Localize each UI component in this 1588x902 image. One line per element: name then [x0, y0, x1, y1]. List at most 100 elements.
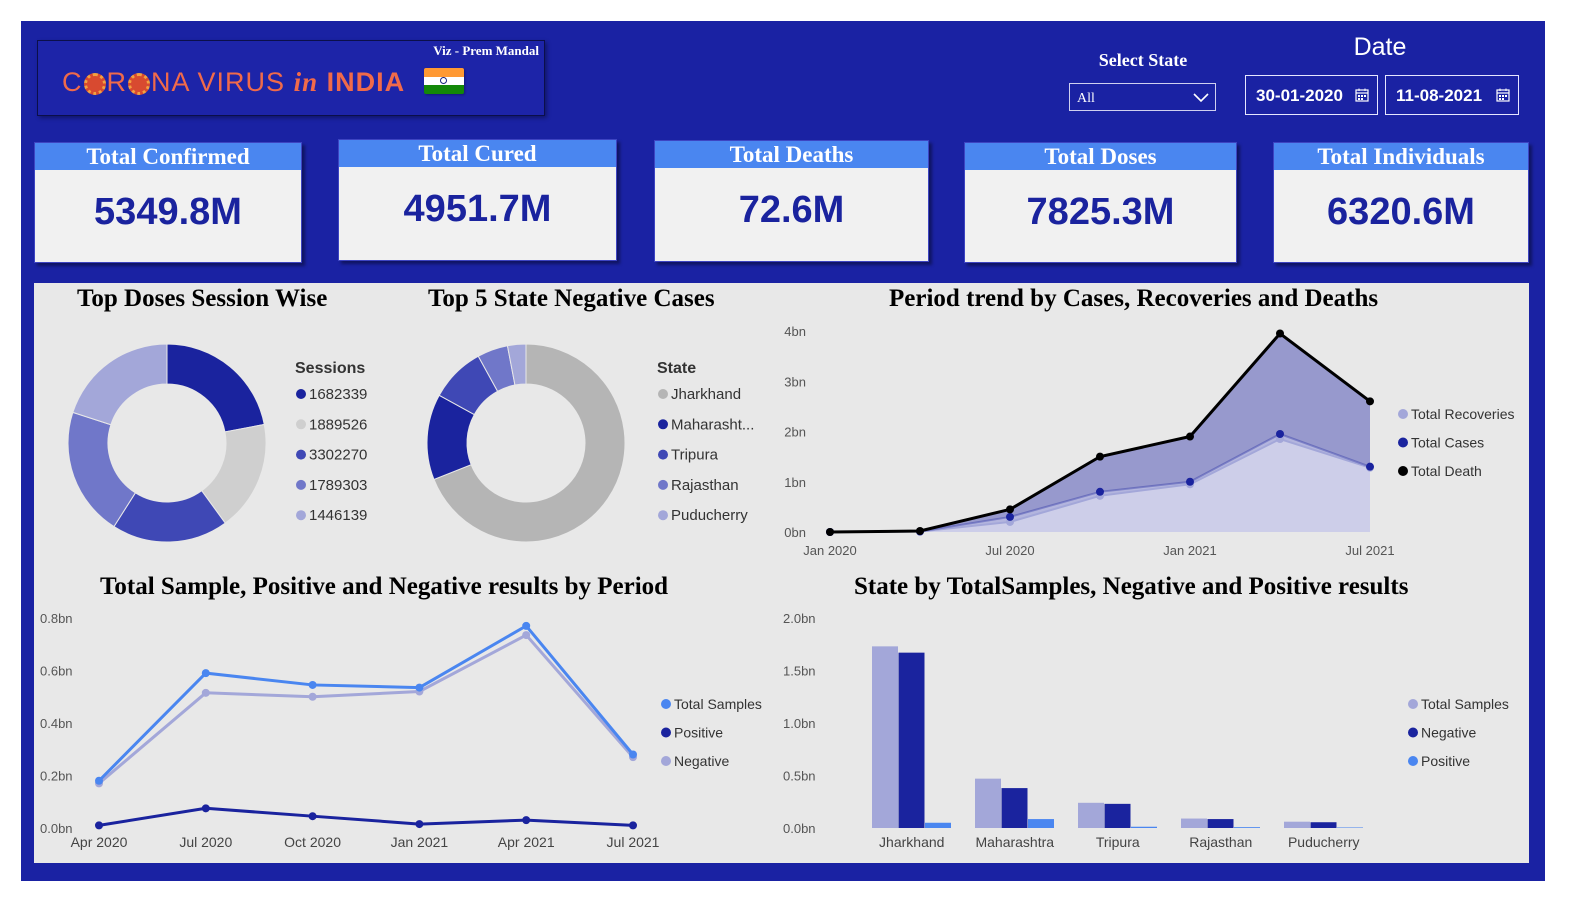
legend-label: 1682339	[309, 386, 367, 403]
trend-chart-title: Period trend by Cases, Recoveries and De…	[889, 285, 1379, 312]
data-point	[201, 688, 210, 697]
bar	[1104, 803, 1131, 828]
y-tick-label: 0.0bn	[783, 821, 816, 836]
y-tick-label: 0.4bn	[40, 716, 73, 731]
y-tick-label: 0.0bn	[40, 821, 73, 836]
bar	[1207, 819, 1234, 828]
y-tick-label: 2.0bn	[783, 611, 816, 626]
legend-label: 3302270	[309, 447, 367, 464]
legend-label: 1446139	[309, 507, 367, 524]
x-tick-label: Jul 2021	[607, 834, 660, 850]
india-flag-icon	[423, 67, 464, 94]
kpi-total-doses: Total Doses 7825.3M	[964, 142, 1237, 263]
bar	[1337, 827, 1363, 828]
data-point	[1276, 329, 1284, 338]
legend-label: Total Recoveries	[1411, 406, 1515, 422]
data-point	[522, 621, 531, 630]
bar	[1131, 826, 1157, 828]
legend-marker	[661, 727, 671, 738]
legend-label: Total Samples	[674, 696, 762, 712]
data-point	[1006, 505, 1014, 514]
date-from-input[interactable]: 30-01-2020	[1245, 75, 1378, 115]
state-bars-chart-title: State by TotalSamples, Negative and Posi…	[854, 573, 1409, 600]
donut-slice	[433, 343, 626, 543]
kpi-value: 4951.7M	[403, 188, 552, 230]
legend-label: Maharasht...	[671, 416, 754, 433]
doses-legend-title: Sessions	[295, 360, 366, 377]
data-point	[308, 812, 317, 821]
legend-marker	[658, 510, 668, 521]
data-point	[415, 820, 424, 829]
legend-label: 1789303	[309, 477, 367, 494]
bar	[1181, 818, 1207, 828]
data-point	[1096, 487, 1104, 496]
legend-label: Puducherry	[671, 507, 748, 524]
legend-label: Total Death	[1411, 463, 1482, 479]
legend-label: 1889526	[309, 416, 367, 433]
y-tick-label: 1bn	[784, 475, 806, 490]
legend-marker	[661, 756, 671, 766]
legend-marker	[296, 389, 306, 399]
kpi-total-cured: Total Cured 4951.7M	[338, 139, 617, 261]
data-point	[1276, 430, 1284, 439]
legend-marker	[1408, 756, 1418, 766]
legend-marker	[296, 449, 306, 460]
title-india: INDIA	[326, 67, 406, 97]
bar	[975, 778, 1001, 828]
select-state-label: Select State	[1098, 50, 1188, 70]
legend-marker	[296, 419, 306, 430]
x-tick-label: Jharkhand	[879, 834, 944, 850]
data-point	[1006, 512, 1014, 521]
legend-label: Total Cases	[1411, 435, 1484, 451]
data-point	[1366, 397, 1374, 406]
state-dropdown-value: All	[1077, 91, 1095, 106]
date-to-input[interactable]: 11-08-2021	[1385, 75, 1519, 115]
kpi-total-individuals: Total Individuals 6320.6M	[1273, 142, 1529, 263]
donut-slice	[67, 411, 137, 528]
bar	[1284, 821, 1310, 828]
legend-label: Positive	[674, 725, 723, 741]
data-point	[95, 821, 103, 830]
legend-marker	[661, 699, 671, 709]
bar	[1078, 802, 1104, 828]
data-point	[1186, 432, 1194, 441]
viz-credit: Viz - Prem Mandal	[433, 43, 539, 58]
calendar-icon[interactable]	[1496, 88, 1510, 102]
data-point	[1366, 462, 1374, 471]
legend-marker	[1408, 727, 1418, 738]
y-tick-label: 4bn	[784, 324, 806, 339]
kpi-value: 5349.8M	[94, 191, 242, 233]
negative-chart-title: Top 5 State Negative Cases	[428, 285, 715, 312]
y-tick-label: 1.0bn	[783, 716, 816, 731]
data-point	[629, 821, 637, 830]
bar	[1028, 819, 1054, 828]
dashboard-title: C R NA VIRUS in INDIA	[62, 67, 464, 98]
legend-label: Negative	[674, 753, 729, 769]
data-point	[1096, 452, 1104, 461]
legend-marker	[1398, 466, 1408, 476]
y-tick-label: 0.5bn	[783, 769, 816, 784]
bar	[872, 646, 898, 828]
legend-label: Positive	[1421, 753, 1470, 769]
x-tick-label: Oct 2020	[284, 834, 341, 850]
kpi-value: 6320.6M	[1327, 191, 1475, 233]
state-dropdown[interactable]: All	[1069, 83, 1216, 111]
data-point	[916, 526, 924, 535]
calendar-icon[interactable]	[1355, 88, 1369, 102]
x-tick-label: Jan 2021	[1163, 543, 1217, 558]
x-tick-label: Puducherry	[1288, 834, 1360, 850]
donut-slice	[72, 343, 168, 426]
bar	[1234, 827, 1260, 828]
y-tick-label: 0.2bn	[40, 769, 73, 784]
y-tick-label: 0bn	[784, 525, 806, 540]
x-tick-label: Maharashtra	[975, 834, 1054, 850]
title-in: in	[293, 67, 319, 97]
legend-marker	[658, 479, 668, 490]
series-line	[97, 623, 635, 782]
donut-slice	[506, 343, 527, 386]
x-tick-label: Jul 2020	[179, 834, 232, 850]
data-point	[308, 680, 317, 689]
legend-marker	[296, 510, 306, 521]
kpi-label: Total Cured	[339, 140, 616, 167]
